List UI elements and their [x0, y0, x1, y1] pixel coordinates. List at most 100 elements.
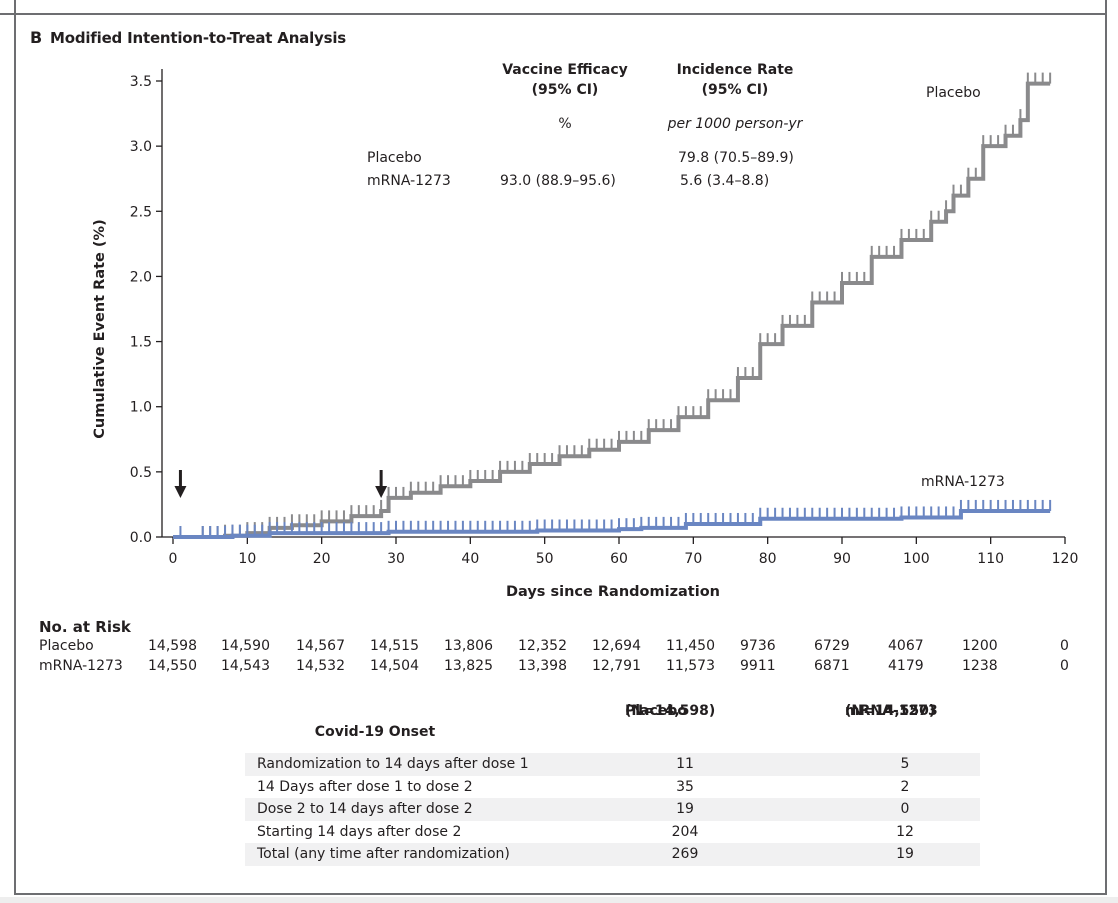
risk-value: 14,598: [148, 638, 197, 654]
risk-value: 4179: [888, 658, 924, 674]
x-tick-label: 0: [169, 551, 178, 567]
y-tick-label: 3.5: [130, 74, 152, 90]
x-tick-label: 10: [238, 551, 256, 567]
onset-row-placebo: 35: [676, 778, 694, 795]
risk-value: 12,352: [518, 638, 567, 654]
frame-left-border: [14, 0, 16, 895]
risk-value: 12,791: [592, 658, 641, 674]
risk-value: 1200: [962, 638, 998, 654]
summary-group-mrna: mRNA-1273: [367, 173, 451, 189]
risk-value: 1238: [962, 658, 998, 674]
onset-row-placebo: 204: [671, 823, 699, 840]
frame-right-border: [1105, 0, 1107, 895]
panel-letter: B: [30, 28, 42, 47]
onset-row: Starting 14 days after dose 2 204 12: [245, 821, 980, 844]
onset-row-mrna: 12: [896, 823, 914, 840]
onset-row: Randomization to 14 days after dose 1 11…: [245, 753, 980, 776]
y-tick-label: 0.0: [130, 530, 152, 546]
risk-value: 14,532: [296, 658, 345, 674]
risk-value: 4067: [888, 638, 924, 654]
onset-row: 14 Days after dose 1 to dose 2 35 2: [245, 776, 980, 799]
risk-value: 0: [1060, 658, 1069, 674]
onset-row-label: Randomization to 14 days after dose 1: [257, 756, 529, 772]
y-tick-label: 2.5: [130, 204, 152, 220]
x-axis-title: Days since Randomization: [506, 584, 720, 600]
risk-value: 6729: [814, 638, 850, 654]
onset-row-label: Starting 14 days after dose 2: [257, 823, 462, 840]
placebo-series-label: Placebo: [926, 85, 981, 101]
risk-value: 11,450: [666, 638, 715, 654]
onset-row-label: 14 Days after dose 1 to dose 2: [257, 778, 473, 795]
risk-row-mrna: mRNA-1273 14,550 14,543 14,532 14,504 13,825…: [39, 658, 1089, 678]
risk-table: No. at Risk Placebo 14,598 14,590 14,567 14…: [39, 618, 1089, 678]
onset-row-mrna: 5: [900, 756, 910, 772]
risk-value: 9911: [740, 658, 776, 674]
incidence-header: Incidence Rate (95% CI): [655, 60, 815, 100]
onset-header-mrna-line2: (N=14,550): [845, 703, 936, 719]
risk-table-title: No. at Risk: [39, 618, 131, 636]
risk-value: 0: [1060, 638, 1069, 654]
mrna-series-label: mRNA-1273: [921, 474, 1005, 490]
panel-title: B Modified Intention-to-Treat Analysis: [30, 28, 346, 47]
onset-header-label: Covid-19 Onset: [314, 724, 436, 740]
risk-value: 13,398: [518, 658, 567, 674]
onset-row-placebo: 11: [676, 756, 694, 772]
onset-table-body: Randomization to 14 days after dose 1 11…: [245, 753, 980, 866]
x-tick-label: 100: [903, 551, 930, 567]
x-tick-label: 60: [610, 551, 628, 567]
panel-title-text: Modified Intention-to-Treat Analysis: [50, 29, 347, 47]
incidence-unit: per 1000 person-yr: [667, 116, 803, 132]
frame-top-border: [0, 13, 1107, 15]
y-tick-label: 1.5: [130, 335, 152, 351]
chart-series: [173, 72, 1052, 539]
x-tick-label: 120: [1052, 551, 1079, 567]
summary-group-placebo: Placebo: [367, 150, 422, 166]
onset-row-label: Dose 2 to 14 days after dose 2: [257, 801, 473, 818]
onset-table: Covid-19 Onset Placebo (N=14,598) mRNA-1…: [245, 697, 980, 866]
y-tick-label: 1.0: [130, 400, 152, 416]
risk-value: 14,550: [148, 658, 197, 674]
risk-value: 14,567: [296, 638, 345, 654]
y-axis-title: Cumulative Event Rate (%): [92, 219, 108, 438]
frame-bottom-border: [14, 893, 1107, 895]
onset-row-label: Total (any time after randomization): [257, 846, 510, 863]
summary-incidence-placebo: 79.8 (70.5–89.9): [678, 150, 794, 166]
risk-value: 11,573: [666, 658, 715, 674]
onset-table-header: Covid-19 Onset Placebo (N=14,598) mRNA-1…: [245, 697, 980, 753]
onset-header-mrna-line1: mRNA-1273: [845, 703, 938, 719]
y-tick-label: 0.5: [130, 465, 152, 481]
onset-row-mrna: 0: [900, 801, 910, 818]
onset-row: Total (any time after randomization) 269…: [245, 843, 980, 866]
onset-row-placebo: 269: [671, 846, 699, 863]
dose-arrow-icon: [375, 486, 388, 498]
summary-incidence-mrna: 5.6 (3.4–8.8): [680, 173, 770, 189]
y-tick-label: 2.0: [130, 269, 152, 285]
chart-axes: 0.0 0.5 1.0 1.5 2.0 2.5 3.0 3.5 0 10 20 30 40 50 60 70 8…: [130, 69, 1079, 567]
x-tick-label: 80: [759, 551, 777, 567]
efficacy-header-line1: Vaccine Efficacy: [502, 62, 628, 78]
x-tick-label: 30: [387, 551, 405, 567]
risk-value: 14,590: [221, 638, 270, 654]
risk-value: 13,825: [444, 658, 493, 674]
risk-value: 14,515: [370, 638, 419, 654]
risk-value: 14,543: [221, 658, 270, 674]
incidence-header-line2: (95% CI): [701, 82, 769, 98]
onset-header-placebo-line2: (N=14,598): [625, 703, 716, 719]
x-tick-label: 20: [313, 551, 331, 567]
efficacy-unit: %: [558, 116, 572, 132]
x-tick-label: 90: [833, 551, 851, 567]
onset-row-placebo: 19: [676, 801, 694, 818]
x-tick-label: 50: [536, 551, 554, 567]
risk-group-label: mRNA-1273: [39, 658, 123, 674]
risk-row-placebo: Placebo 14,598 14,590 14,567 14,515 13,806 12…: [39, 638, 1089, 658]
risk-value: 13,806: [444, 638, 493, 654]
risk-value: 12,694: [592, 638, 641, 654]
onset-row-mrna: 2: [900, 778, 910, 795]
risk-value: 6871: [814, 658, 850, 674]
series-line-mrna: [173, 508, 1051, 539]
dose-arrows: [174, 470, 388, 498]
summary-efficacy-mrna: 93.0 (88.9–95.6): [500, 173, 616, 189]
risk-group-label: Placebo: [39, 638, 94, 654]
efficacy-header: Vaccine Efficacy (95% CI): [490, 60, 640, 100]
